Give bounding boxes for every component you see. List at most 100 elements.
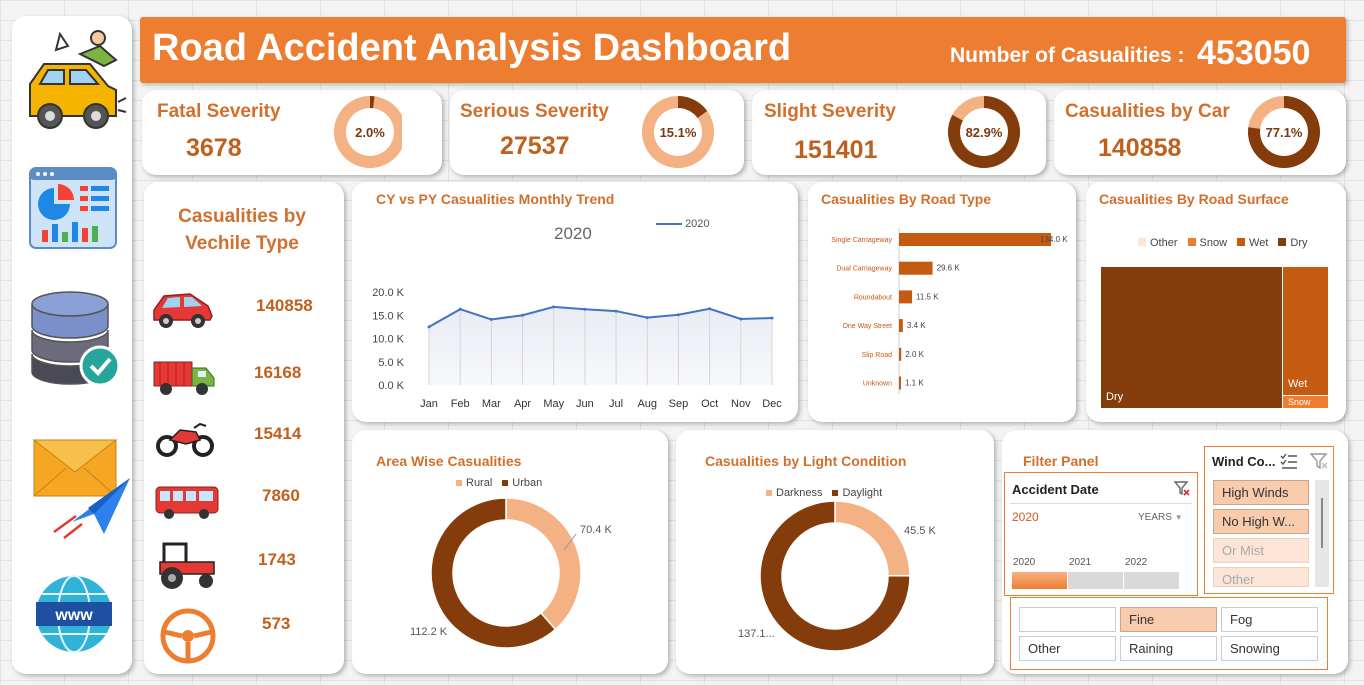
wind-option-or-mist[interactable]: Or Mist (1213, 538, 1309, 563)
weather-option-fog[interactable]: Fog (1221, 607, 1318, 632)
legend-item-dry: Dry (1278, 237, 1308, 249)
kpi-serious: Serious Severity 27537 15.1% (450, 90, 744, 175)
timeline-bar-2022[interactable] (1124, 572, 1179, 589)
legend-item-rural: Rural (456, 477, 492, 489)
x-tick-label: Feb (451, 398, 470, 410)
donut-chart (759, 500, 911, 652)
filter-panel-card: Filter Panel Accident Date 2020 YEARS ▼ … (1002, 430, 1348, 674)
tile-label: Wet (1288, 378, 1308, 390)
legend-line-swatch (656, 223, 682, 226)
bar (899, 290, 913, 304)
tile-label: Dry (1106, 391, 1124, 403)
chevron-down-icon: ▼ (1174, 513, 1183, 522)
chart-title: Casualities By Road Type (821, 191, 992, 207)
data-label-darkness: 45.5 K (904, 525, 936, 537)
chart-subtitle: 2020 (554, 224, 592, 243)
kpi-slight: Slight Severity 151401 82.9% (752, 90, 1046, 175)
line-area-fill (429, 306, 772, 385)
timeline-bar-2021[interactable] (1068, 572, 1123, 589)
wind-option-other[interactable]: Other (1213, 567, 1309, 587)
vehicle-type-card: Casualities by Vechile Type 140858 16168… (144, 182, 344, 674)
area-legend: Rural Urban (456, 477, 542, 489)
data-point (521, 313, 525, 317)
bar (899, 261, 933, 275)
slicer-title: Wind Co... (1212, 454, 1276, 469)
timeline-level-dropdown[interactable]: YEARS ▼ (1138, 512, 1183, 523)
line-chart: 20.0 K 15.0 K 10.0 K 5.0 K 0.0 K Jan Feb Mar Apr… (372, 287, 782, 410)
bar-value-label: 134.0 K (1040, 235, 1068, 244)
weather-option-other[interactable]: Other (1019, 636, 1116, 661)
legend-label: Wet (1249, 237, 1269, 249)
donut-percent-label: 15.1% (660, 125, 697, 140)
dashboard-icon[interactable] (28, 166, 118, 250)
scrollbar-thumb[interactable] (1321, 498, 1323, 548)
database-icon[interactable] (30, 290, 122, 386)
data-point (676, 313, 680, 317)
weather-option-snowing[interactable]: Snowing (1221, 636, 1318, 661)
x-tick-label: Sep (669, 398, 689, 410)
vehicle-value: 573 (262, 614, 291, 633)
legend-item-wet: Wet (1237, 237, 1268, 249)
treemap-tile-snow: Snow (1283, 396, 1328, 408)
clear-filter-icon[interactable] (1309, 451, 1329, 471)
chart-title: Casualities by Light Condition (705, 453, 907, 469)
clear-filter-icon[interactable] (1173, 479, 1191, 497)
weather-option-raining[interactable]: Raining (1120, 636, 1217, 661)
multi-select-icon[interactable] (1279, 451, 1299, 471)
chart-legend: 2020 (656, 218, 710, 230)
legend-label: Dry (1290, 237, 1308, 249)
kpi-donut: 82.9% (948, 96, 1020, 168)
wind-slicer: Wind Co... High Winds No High W... Or Mi… (1204, 446, 1334, 594)
wind-option-high-winds[interactable]: High Winds (1213, 480, 1309, 505)
light-legend: Darkness Daylight (766, 487, 882, 499)
bar-category-label: Unknown (863, 381, 892, 388)
legend-label: 2020 (685, 218, 710, 230)
dashboard-title: Road Accident Analysis Dashboard (152, 27, 792, 69)
series-line-2020 (428, 305, 773, 328)
x-tick-label: Jun (576, 398, 594, 410)
kpi-donut: 15.1% (642, 96, 714, 168)
donut-slice-rural (505, 497, 582, 631)
road-type-card: Casualities By Road Type Single Carriage… (808, 182, 1076, 422)
timeline-bar-2020[interactable] (1012, 572, 1067, 589)
bar-category-label: Dual Carriageway (836, 266, 892, 273)
kpi-value: 27537 (500, 132, 570, 160)
vehicle-value: 16168 (254, 363, 302, 382)
road-surface-card: Casualities By Road Surface Other Snow W… (1086, 182, 1346, 422)
truck-icon (153, 361, 215, 395)
weather-slicer: Fine Fog Other Raining Snowing (1010, 597, 1328, 670)
vehicle-title-line1: Casualities by (178, 206, 306, 227)
legend-label: Rural (466, 477, 493, 489)
data-point (739, 317, 743, 321)
bar-value-label: 29.6 K (937, 264, 961, 273)
filter-panel-title: Filter Panel (1023, 453, 1099, 469)
kpi-fatal: Fatal Severity 3678 2.0% (142, 90, 442, 175)
weather-option-blank[interactable] (1019, 607, 1116, 632)
kpi-label: Casualities by Car (1065, 101, 1230, 122)
email-send-icon[interactable] (32, 436, 132, 540)
donut-value-slice (678, 96, 708, 119)
www-globe-icon[interactable]: www (34, 574, 114, 654)
slicer-scrollbar[interactable] (1315, 480, 1329, 587)
car-crash-icon[interactable] (20, 24, 128, 136)
x-tick-label: May (543, 398, 564, 410)
data-point (489, 317, 493, 321)
wind-option-no-high-winds[interactable]: No High W... (1213, 509, 1309, 534)
bar-chart: Single Carriageway 134.0 K Dual Carriagewa… (831, 228, 1068, 394)
x-tick-label: Jan (420, 398, 438, 410)
kpi-donut: 2.0% (334, 96, 402, 168)
donut-percent-label: 2.0% (355, 125, 385, 140)
x-tick-label: Aug (637, 398, 657, 410)
data-label-rural: 70.4 K (580, 524, 612, 536)
data-label-daylight: 137.1... (738, 628, 775, 640)
weather-option-fine[interactable]: Fine (1120, 607, 1217, 632)
kpi-label: Serious Severity (460, 101, 609, 122)
casualties-label: Number of Casualities : (950, 44, 1185, 67)
kpi-donut: 77.1% (1248, 96, 1320, 168)
motorcycle-icon (156, 422, 214, 457)
kpi-value: 151401 (794, 136, 878, 164)
chart-title: Area Wise Casualities (376, 453, 522, 469)
data-point (427, 325, 431, 329)
y-tick-label: 15.0 K (372, 310, 404, 322)
slicer-divider (1010, 503, 1192, 504)
